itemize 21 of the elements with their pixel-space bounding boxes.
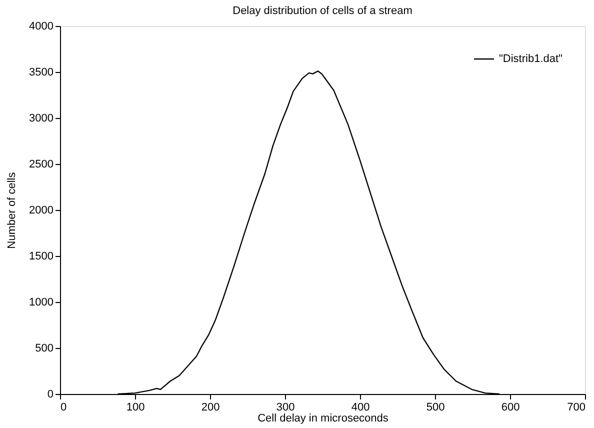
x-tick-label: 200 [201,402,220,414]
x-tick-label: 0 [60,402,67,414]
legend-label: "Distrib1.dat" [499,53,563,65]
x-tick-label: 300 [276,402,295,414]
chart-title: Delay distribution of cells of a stream [232,5,412,17]
y-tick-label: 1500 [29,250,54,262]
y-tick-label: 4000 [29,20,54,32]
x-tick-label: 600 [501,402,520,414]
x-tick-label: 500 [426,402,445,414]
x-tick-label: 400 [351,402,370,414]
y-tick-label: 1000 [29,296,54,308]
x-axis-title: Cell delay in microseconds [258,412,389,424]
y-tick-label: 2000 [29,204,54,216]
y-axis-title: Number of cells [6,172,18,249]
y-tick-label: 2500 [29,158,54,170]
y-tick-label: 3000 [29,112,54,124]
y-tick-label: 3500 [29,66,54,78]
x-tick-label: 100 [126,402,145,414]
y-tick-label: 500 [35,342,54,354]
y-tick-label: 0 [47,388,54,400]
x-tick-label: 700 [567,402,586,414]
